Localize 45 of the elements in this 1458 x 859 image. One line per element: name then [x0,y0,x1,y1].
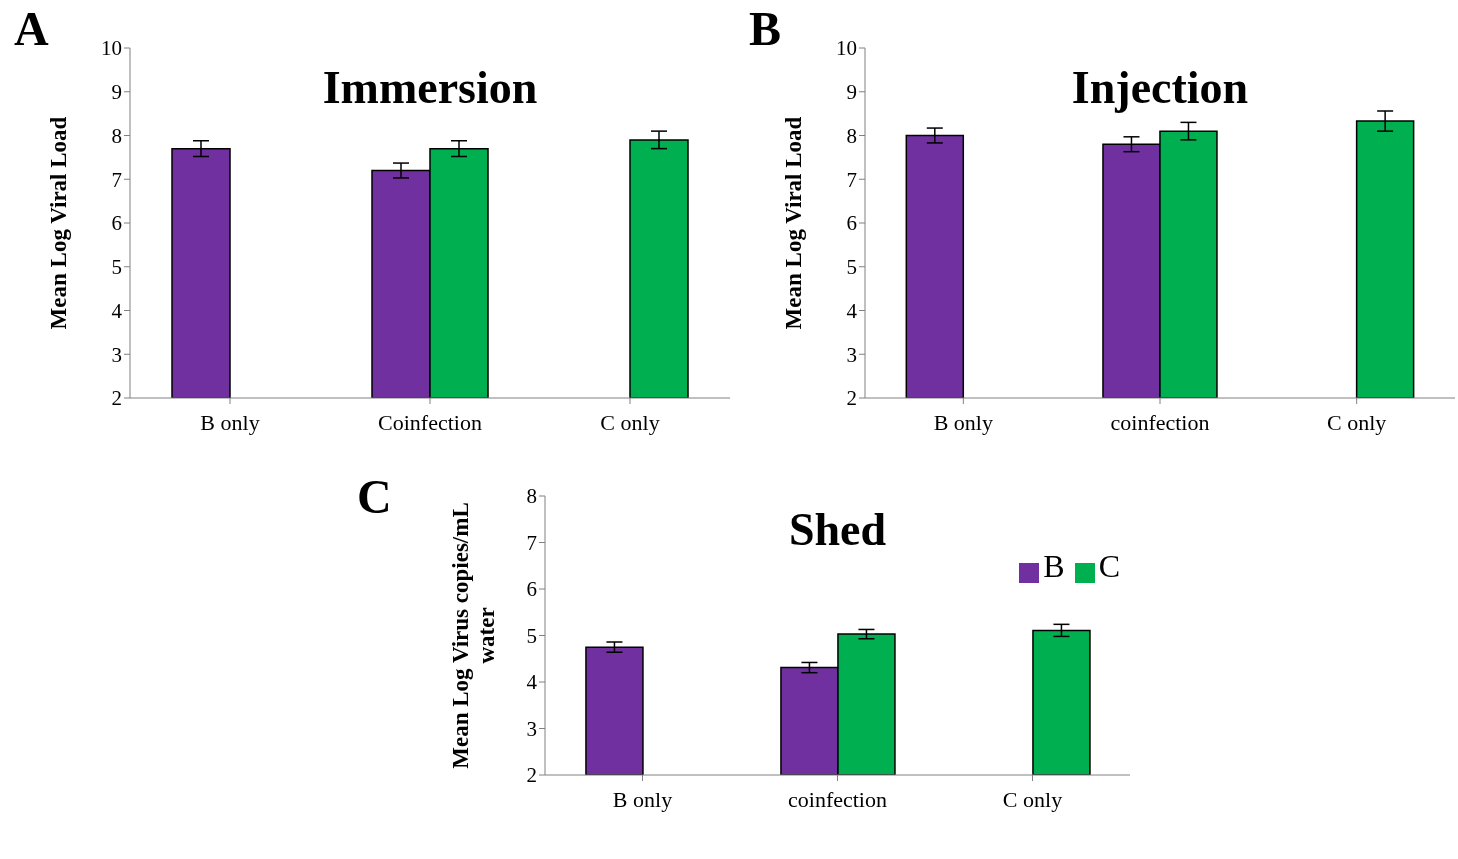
y-tick-label: 8 [526,484,537,509]
x-tick-label: C only [1002,786,1063,812]
y-tick-label: 8 [111,123,122,148]
y-tick-label: 7 [111,167,122,192]
legend-label: C [1098,548,1120,584]
y-tick-label: 5 [111,255,122,280]
text: C [357,470,392,523]
y-tick-label: 6 [111,211,122,236]
y-tick-label: 3 [526,716,537,741]
x-tick-label: B only [612,786,673,812]
x-tick-label: C only [600,409,660,435]
x-tick-label: coinfection [1110,409,1210,435]
y-tick-label: 3 [111,342,122,367]
legend-label: B [1043,548,1065,584]
y-tick-label: 8 [846,123,857,148]
y-tick-label: 5 [526,623,537,648]
y-tick-label: 7 [526,530,537,555]
y-axis-title: Mean Log Viral Load [781,116,806,330]
text: B [749,2,782,55]
y-tick-label: 4 [111,298,123,323]
chart-title: Immersion [321,62,539,114]
y-tick-label: 10 [101,36,122,61]
y-tick-label: 6 [526,577,537,602]
y-tick-label: 5 [846,255,857,280]
y-tick-label: 3 [846,342,857,367]
x-tick-label: B only [200,409,260,435]
x-tick-label: C only [1327,409,1387,435]
x-tick-label: coinfection [788,786,887,812]
y-tick-label: 2 [846,386,857,411]
y-tick-label: 9 [111,80,122,105]
y-tick-label: 7 [846,167,857,192]
x-tick-label: B only [933,409,993,435]
chart-title: Injection [1070,62,1250,114]
text: A [14,2,49,55]
y-tick-label: 10 [836,36,857,61]
y-tick-label: 4 [846,298,858,323]
y-axis-title: Mean Log Virus copies/mL water [448,502,499,769]
y-tick-label: 2 [526,763,537,788]
x-tick-label: Coinfection [378,409,482,435]
chart-title: Shed [788,504,887,555]
y-tick-label: 2 [111,386,122,411]
y-tick-label: 9 [846,80,857,105]
y-tick-label: 4 [526,670,538,695]
y-tick-label: 6 [846,211,857,236]
y-axis-title: Mean Log Viral Load [46,116,71,330]
